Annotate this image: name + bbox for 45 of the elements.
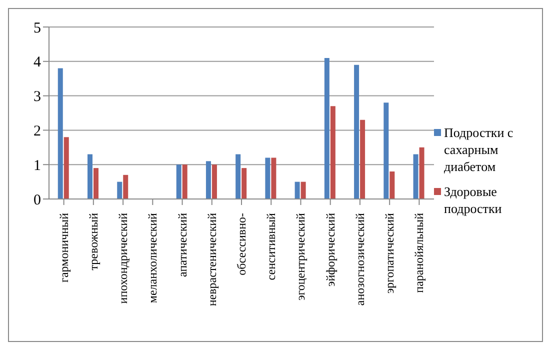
bar <box>324 58 330 199</box>
x-tick-label: неврастенический <box>204 212 219 306</box>
bar <box>294 182 300 199</box>
y-tick-label: 1 <box>34 158 41 174</box>
bar <box>271 158 276 199</box>
bar <box>182 164 188 199</box>
bar <box>300 182 306 199</box>
y-tick-label: 4 <box>34 54 42 71</box>
x-tick-label: обсессивно- <box>234 213 248 276</box>
x-tick-label: апатический <box>175 212 190 277</box>
x-tick-label: меланхолический <box>146 212 160 304</box>
bar <box>360 120 366 199</box>
x-tick-label: тревожный <box>86 212 100 270</box>
bar <box>88 154 92 199</box>
x-tick-label: эйфорический <box>323 212 338 286</box>
bar <box>242 168 247 199</box>
x-tick-label: эргопатический <box>382 212 397 294</box>
x-tick-label: сенситивный <box>264 212 278 280</box>
bar <box>265 158 270 199</box>
bar <box>64 137 69 199</box>
bar <box>94 168 98 199</box>
y-tick-label: 5 <box>34 20 41 36</box>
bar <box>330 106 336 199</box>
bar <box>354 64 360 199</box>
bar <box>236 154 241 199</box>
y-tick-label: 2 <box>34 124 41 140</box>
bar <box>212 164 217 199</box>
bar <box>390 171 395 199</box>
legend-label: Здоровые подростки <box>444 182 503 216</box>
x-tick-label: паранойяльный <box>412 212 426 293</box>
bar <box>206 161 211 199</box>
bar <box>176 164 182 199</box>
bar <box>123 174 128 199</box>
x-tick-label: гармоничный <box>56 212 71 282</box>
bar <box>413 154 418 199</box>
x-tick-label: ипохондрический <box>116 212 130 304</box>
y-tick-label: 0 <box>34 192 41 208</box>
bar <box>58 68 63 199</box>
y-tick-label: 3 <box>34 89 41 106</box>
bar <box>419 147 424 199</box>
bar <box>384 102 389 199</box>
x-tick-label: анозогнозический <box>352 212 367 306</box>
x-tick-label: эгоцентрический <box>294 212 308 300</box>
bar <box>117 182 122 199</box>
legend-label: Подростки с сахарным диабетом <box>444 124 514 174</box>
